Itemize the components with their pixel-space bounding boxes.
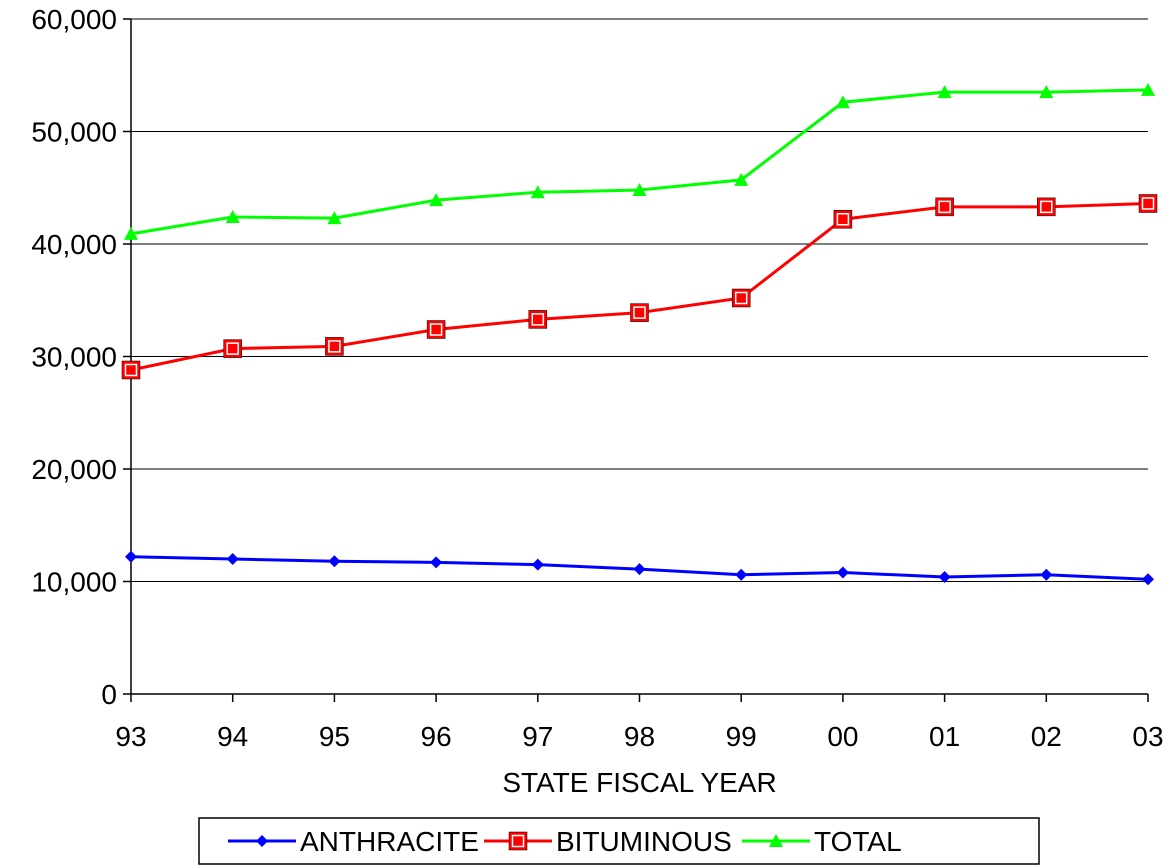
square-marker-inner <box>734 291 748 305</box>
data-point-anthracite <box>1142 573 1154 586</box>
legend-item-total: TOTAL <box>742 826 902 857</box>
x-tick-label: 02 <box>1031 721 1062 752</box>
data-point-anthracite <box>836 566 849 579</box>
square-marker-outer <box>508 831 528 851</box>
x-axis-ticks: 93 94 95 96 97 98 99 00 01 02 03 <box>115 694 1164 752</box>
x-tick-label: 95 <box>319 721 350 752</box>
square-marker-outer <box>731 288 751 308</box>
square-marker-outer <box>1037 197 1056 217</box>
data-point-anthracite <box>633 563 646 576</box>
square-marker-inner <box>531 313 545 326</box>
x-tick-label: 01 <box>929 721 960 752</box>
data-point-total <box>327 211 342 225</box>
data-point-total <box>937 85 952 99</box>
y-tick-label: 10,000 <box>31 567 117 598</box>
square-marker-outer <box>121 360 141 380</box>
series-line-total <box>130 88 1149 236</box>
square-marker-inner <box>1040 200 1053 214</box>
y-tick-label: 30,000 <box>31 342 117 373</box>
data-point-bituminous <box>833 210 853 229</box>
data-point-anthracite <box>1040 568 1053 581</box>
legend-item-bituminous: BITUMINOUS <box>484 826 732 857</box>
data-point-bituminous <box>935 197 954 217</box>
x-tick-label: 97 <box>522 721 553 752</box>
data-point-anthracite <box>430 556 443 569</box>
data-point-bituminous <box>426 320 446 339</box>
square-marker-outer <box>833 210 853 229</box>
data-point-total <box>429 193 444 207</box>
square-marker-inner <box>226 342 239 355</box>
data-point-anthracite <box>125 550 137 563</box>
legend-marker <box>256 835 268 847</box>
data-point-anthracite <box>328 555 341 568</box>
x-tick-label: 96 <box>421 721 452 752</box>
data-point-total <box>1039 85 1054 99</box>
series-anthracite <box>125 550 1154 586</box>
data-point-total <box>225 210 240 223</box>
data-point-total <box>632 183 647 196</box>
y-tick-label: 0 <box>101 679 117 710</box>
y-tick-label: 40,000 <box>31 229 117 260</box>
data-point-bituminous <box>630 303 649 322</box>
x-tick-label: 99 <box>726 721 757 752</box>
data-point-anthracite <box>531 558 544 571</box>
x-tick-label: 00 <box>827 721 858 752</box>
data-point-bituminous <box>121 360 141 380</box>
square-marker-inner <box>836 213 850 226</box>
square-marker-inner <box>328 340 341 353</box>
square-marker-inner <box>938 200 951 214</box>
square-marker-inner <box>511 834 525 848</box>
square-marker-outer <box>935 197 954 217</box>
x-tick-label: 98 <box>624 721 655 752</box>
square-marker-outer <box>1138 194 1158 213</box>
legend: ANTHRACITE BITUMINOUS TOTAL <box>198 817 1040 865</box>
data-point-anthracite <box>735 568 748 581</box>
data-point-bituminous <box>325 337 344 356</box>
data-point-bituminous <box>731 288 751 308</box>
legend-marker <box>508 831 528 851</box>
square-marker-inner <box>429 323 443 336</box>
data-point-bituminous <box>1138 194 1158 213</box>
data-point-bituminous <box>528 310 548 329</box>
y-tick-label: 20,000 <box>31 454 117 485</box>
series-bituminous <box>121 194 1158 380</box>
data-point-anthracite <box>938 571 951 583</box>
square-marker-outer <box>630 303 649 322</box>
legend-box <box>198 817 1040 865</box>
series-line-bituminous <box>130 202 1149 372</box>
x-tick-label: 94 <box>217 721 248 752</box>
square-marker-outer <box>528 310 548 329</box>
y-axis-ticks: 0 10,000 20,000 30,000 40,000 50,000 60,000 <box>31 4 131 710</box>
data-point-total <box>1141 82 1155 96</box>
data-point-bituminous <box>223 339 242 358</box>
data-point-total <box>124 226 138 240</box>
legend-item-anthracite: ANTHRACITE <box>228 826 479 857</box>
data-point-total <box>734 172 749 186</box>
square-marker-inner <box>124 363 138 377</box>
x-axis-title: STATE FISCAL YEAR <box>502 767 776 798</box>
square-marker-outer <box>223 339 242 358</box>
data-point-bituminous <box>1037 197 1056 217</box>
data-point-total <box>530 185 545 199</box>
series-layer <box>121 82 1158 586</box>
x-tick-label: 03 <box>1132 721 1163 752</box>
legend-marker <box>769 834 783 847</box>
data-point-anthracite <box>226 553 239 565</box>
square-marker-outer <box>325 337 344 356</box>
y-tick-label: 50,000 <box>31 117 117 148</box>
legend-label: ANTHRACITE <box>300 826 479 857</box>
legend-label: TOTAL <box>814 826 902 857</box>
y-tick-label: 60,000 <box>31 4 117 35</box>
square-marker-outer <box>426 320 446 339</box>
legend-label: BITUMINOUS <box>556 826 732 857</box>
series-total <box>124 82 1155 240</box>
square-marker-inner <box>633 306 646 319</box>
gridlines <box>131 18 1148 582</box>
square-marker-inner <box>1141 197 1155 210</box>
x-tick-label: 93 <box>115 721 146 752</box>
data-point-total <box>835 95 850 109</box>
